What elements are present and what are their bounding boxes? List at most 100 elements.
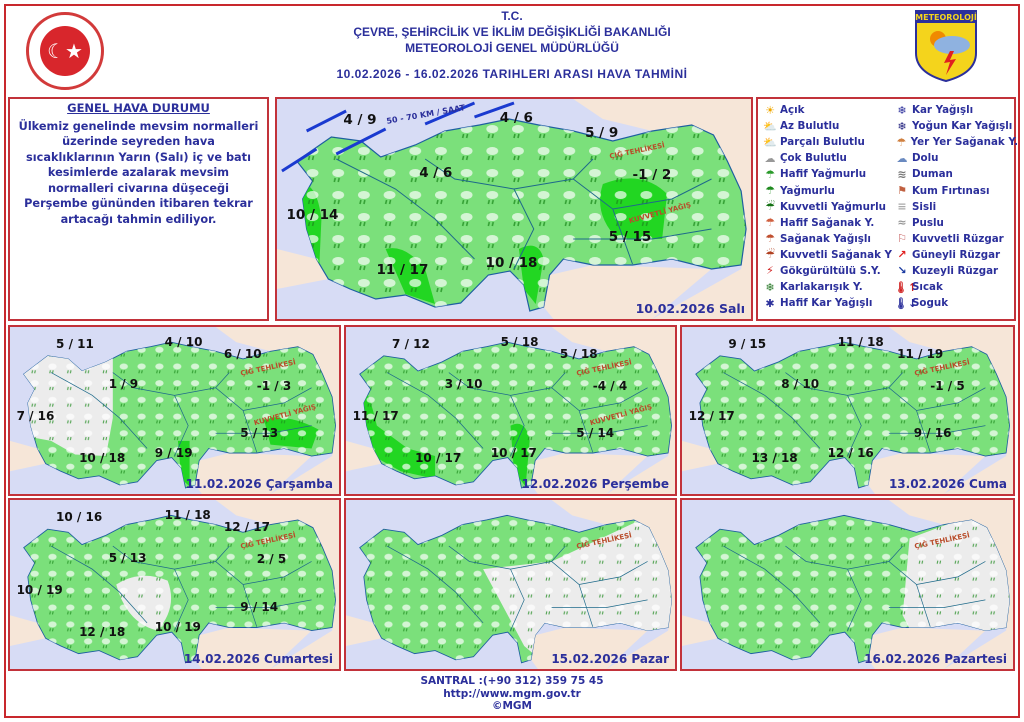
temperature-label: 13 / 18 [751, 450, 798, 465]
legend-item: ☂ Hafif Yağmurlu [762, 166, 894, 182]
temperature-label: 7 / 16 [16, 408, 55, 423]
legend-item: ↘ Kuzeyli Rüzgar [894, 263, 1018, 279]
header-ministry: ÇEVRE, ŞEHİRCİLİK VE İKLİM DEĞİŞİKLİĞİ B… [353, 25, 671, 39]
light-rain-icon: ☂ [765, 167, 775, 181]
turkey-map [277, 99, 751, 319]
light-shower-icon: ☂ [765, 216, 775, 230]
temperature-label: 5 / 11 [56, 337, 94, 352]
region-borders [723, 545, 986, 631]
legend-item: ≋ Duman [894, 166, 1018, 182]
fog-icon: ≡ [897, 200, 907, 214]
temperature-label: -4 / 4 [592, 378, 628, 393]
south-wind-arrow-icon: ↗ [897, 248, 907, 262]
rain-icon: ☂ [765, 184, 775, 198]
legend-item: ☀ Açık [762, 102, 894, 118]
temperature-label: 9 / 19 [154, 445, 193, 460]
map-date-caption: 14.02.2026 Cumartesi [183, 652, 333, 666]
temperature-label: 5 / 13 [108, 550, 147, 565]
neighbor-land [551, 500, 675, 669]
temperature-label: 10 / 18 [79, 450, 126, 465]
legend-label: Dolu [912, 152, 939, 165]
snow-icon: ❄ [897, 103, 907, 117]
hail-icon: ☁ [896, 151, 908, 165]
header: T.C. ÇEVRE, ŞEHİRCİLİK VE İKLİM DEĞİŞİKL… [0, 8, 1024, 82]
legend-label: Karlakarışık Y. [780, 281, 863, 294]
temperature-label: 5 / 18 [500, 335, 539, 350]
neighbor-land [215, 327, 339, 494]
temperature-label: 12 / 17 [688, 408, 735, 423]
legend-item: 🌡↓ Soguk [894, 295, 1018, 311]
sandstorm-icon: ⚑ [897, 184, 907, 198]
light-snow-icon: ✱ [765, 296, 775, 310]
map-day-2: 5 / 11 4 / 10 6 / 10 1 / 9 -1 / 3 7 / 16 5 / 1… [8, 325, 341, 496]
sun-cloud-icon: ⛅ [763, 119, 777, 133]
partly-cloudy-icon: ⛅ [763, 135, 777, 149]
turkey-map [682, 327, 1013, 494]
temperature-label: 12 / 18 [79, 625, 126, 640]
summary-title: GENEL HAVA DURUMU [67, 101, 210, 115]
legend-item: ⚑ Kum Fırtınası [894, 182, 1018, 198]
temperature-label: 6 / 10 [223, 347, 262, 362]
neighbor-land [215, 500, 339, 669]
legend-item: ⛅ Parçalı Bulutlu [762, 134, 894, 150]
legend-label: Soguk [912, 297, 949, 310]
cloud-icon: ☁ [764, 151, 776, 165]
temperature-label: 10 / 19 [16, 582, 63, 597]
legend-label: Duman [912, 168, 953, 181]
legend-item: ❄ Yoğun Kar Yağışlı [894, 118, 1018, 134]
temperature-label: 11 / 18 [164, 508, 211, 523]
meteoroloji-logo: METEOROLOJİ [915, 10, 977, 83]
legend-label: Az Bulutlu [780, 120, 840, 133]
legend-item: ☔ Kuvvetli Yağmurlu [762, 199, 894, 215]
north-wind-arrow-icon [281, 101, 515, 173]
temperature-label: 9 / 14 [240, 599, 279, 614]
legend-label: Puslu [912, 216, 944, 229]
legend-item: ⚡ Gökgürültülü S.Y. [762, 263, 894, 279]
legend-item: ≡ Sisli [894, 199, 1018, 215]
legend-item: ✱ Hafif Kar Yağışlı [762, 295, 894, 311]
temperature-label: -1 / 5 [930, 378, 965, 393]
map-date-caption: 13.02.2026 Cuma [888, 477, 1007, 491]
legend-label: Sağanak Yağışlı [780, 232, 871, 245]
scattered-shower-icon: ☂ [896, 135, 907, 149]
legend-label: Kum Fırtınası [912, 184, 990, 197]
legend-label: Hafif Sağanak Y. [780, 216, 875, 229]
legend-label: Parçalı Bulutlu [780, 136, 865, 149]
temperature-label: 5 / 13 [240, 425, 279, 440]
footer-url[interactable]: http://www.mgm.gov.tr [443, 687, 581, 700]
thunderstorm-icon: ⚡ [766, 264, 774, 278]
turkey-map [346, 500, 675, 669]
temperature-label: 10 / 18 [485, 255, 538, 272]
region-borders [386, 545, 648, 631]
header-date-range: 10.02.2026 - 16.02.2026 TARIHLERI ARASI … [336, 67, 688, 81]
temperature-label: 4 / 6 [419, 165, 453, 181]
legend-item: ↗ Güneyli Rüzgar [894, 247, 1018, 263]
map-day-3: 7 / 12 5 / 18 5 / 18 3 / 10 -4 / 4 11 / 17 5 /… [344, 325, 677, 496]
map-day-1: 4 / 9 4 / 6 5 / 9 4 / 6 -1 / 2 10 / 14 5 / 15 1… [275, 97, 753, 321]
temperature-label: 5 / 15 [608, 228, 652, 245]
temperature-label: 11 / 17 [352, 408, 399, 423]
svg-text:METEOROLOJİ: METEOROLOJİ [915, 12, 977, 22]
temperature-label: 4 / 10 [164, 335, 203, 350]
north-wind-arrow-icon: ↘ [897, 264, 907, 278]
footer: SANTRAL :(+90 312) 359 75 45 http://www.… [0, 675, 1024, 713]
page-frame [4, 4, 1020, 718]
neighbor-land [888, 500, 1013, 669]
legend-label: Gökgürültülü S.Y. [780, 264, 881, 277]
temperature-label: 10 / 16 [56, 510, 103, 525]
map-day-6: ÇIĞ TEHLİKESİ 15.02.2026 Pazar [344, 498, 677, 671]
legend-label: Kuvvetli Rüzgar [912, 232, 1004, 245]
legend-item: ☂ Hafif Sağanak Y. [762, 215, 894, 231]
legend-item: ☂ Yağmurlu [762, 182, 894, 198]
map-date-caption: 12.02.2026 Perşembe [521, 477, 669, 491]
region-borders [723, 372, 986, 457]
footer-phone: SANTRAL :(+90 312) 359 75 45 [420, 675, 604, 687]
neighbor-land [551, 327, 675, 494]
legend-label: Sisli [912, 200, 937, 213]
temperature-label: 10 / 19 [154, 619, 201, 634]
legend-item: ❄ Kar Yağışlı [894, 102, 1018, 118]
mist-icon: ≈ [897, 216, 907, 230]
legend-item: ☁ Dolu [894, 150, 1018, 166]
legend-item: ⚐ Kuvvetli Rüzgar [894, 231, 1018, 247]
map-date-caption: 11.02.2026 Çarşamba [185, 477, 333, 491]
